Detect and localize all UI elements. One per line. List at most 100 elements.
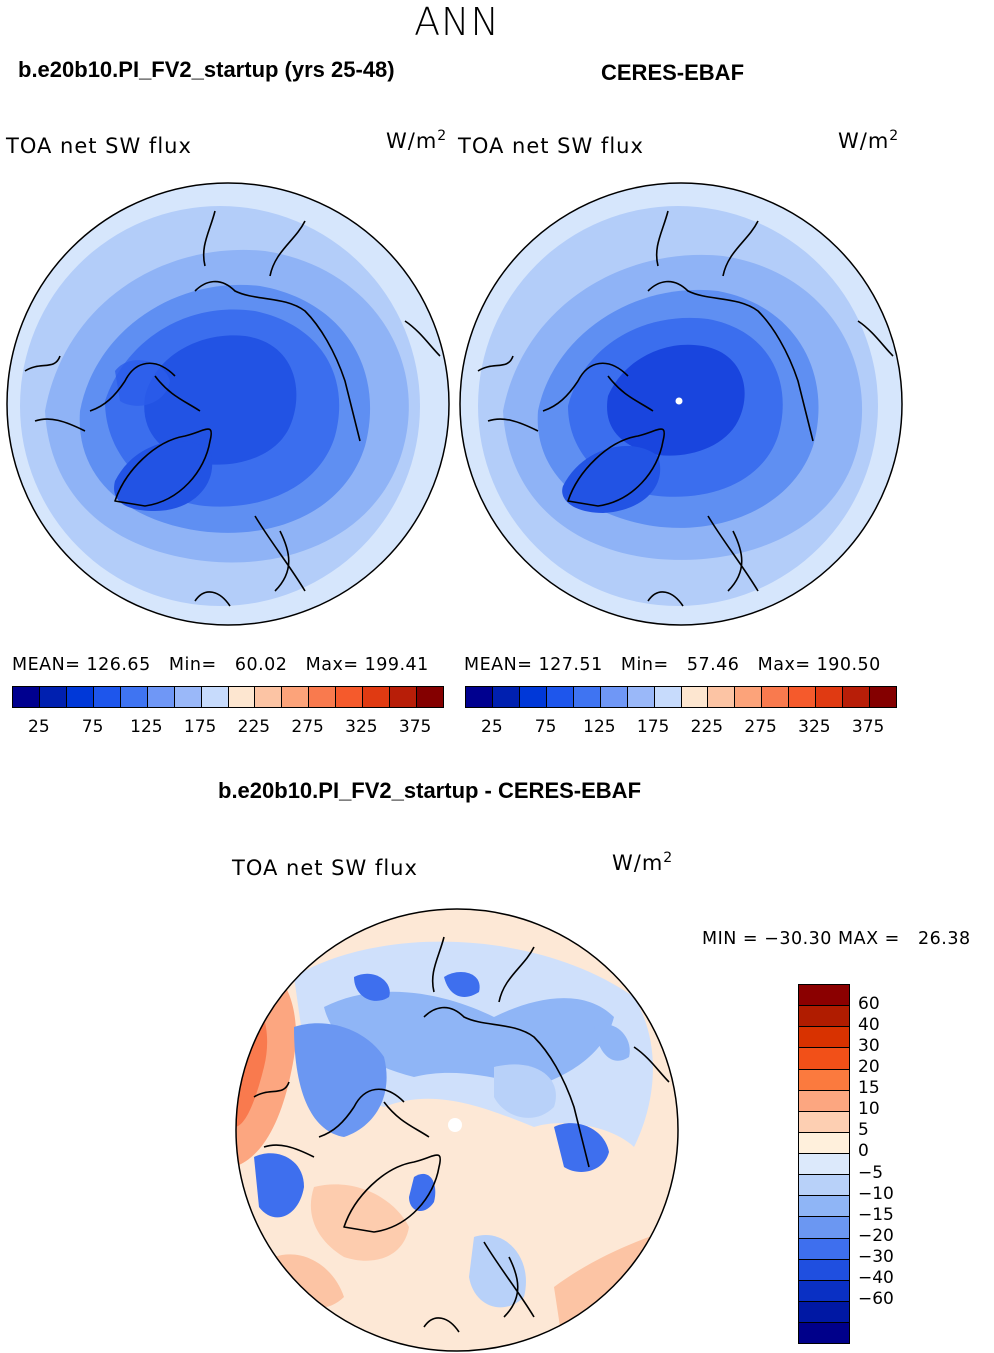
right-colorbar-swatch xyxy=(573,687,601,707)
right-colorbar-swatch xyxy=(762,687,790,707)
left-colorbar-swatch xyxy=(363,687,391,707)
right-colorbar-tick-label: 75 xyxy=(534,717,557,737)
right-colorbar-tick-label: 325 xyxy=(798,717,831,737)
left-colorbar-swatch xyxy=(228,687,256,707)
right-colorbar-tick-label: 225 xyxy=(690,717,724,737)
left-colorbar-swatch xyxy=(390,687,418,707)
diff-colorbar-swatch xyxy=(799,1048,849,1070)
right-colorbar-swatch xyxy=(681,687,709,707)
right-colorbar-swatch xyxy=(870,687,896,707)
left-colorbar-swatch xyxy=(309,687,337,707)
diff-colorbar-swatch xyxy=(799,1132,849,1154)
diff-colorbar-tick-label: −5 xyxy=(858,1162,884,1183)
diff-colorbar-swatch xyxy=(799,1280,849,1302)
diff-min-max: MIN = −30.30 MAX = 26.38 xyxy=(702,929,971,949)
right-colorbar xyxy=(465,686,897,708)
right-colorbar-swatch xyxy=(654,687,682,707)
diff-colorbar-swatch xyxy=(799,1006,849,1028)
diff-colorbar-swatch xyxy=(799,1323,849,1344)
left-colorbar-swatch xyxy=(336,687,364,707)
left-colorbar-tick-label: 375 xyxy=(398,717,432,737)
right-colorbar-tick-label: 375 xyxy=(851,717,885,737)
diff-units-label: W/m2 xyxy=(612,850,674,875)
diff-case-title: b.e20b10.PI_FV2_startup - CERES-EBAF xyxy=(218,778,642,803)
diff-colorbar-swatch xyxy=(799,1196,849,1218)
diff-colorbar-swatch xyxy=(799,1175,849,1197)
left-colorbar-swatch xyxy=(120,687,148,707)
diff-colorbar-tick-label: −10 xyxy=(858,1183,894,1204)
diff-colorbar-swatch xyxy=(799,1154,849,1176)
right-colorbar-swatch xyxy=(816,687,844,707)
diff-colorbar-swatch xyxy=(799,1069,849,1091)
left-colorbar-swatch xyxy=(282,687,310,707)
difference-polar-map xyxy=(235,908,679,1352)
diff-colorbar-swatch xyxy=(799,1259,849,1281)
diff-colorbar-tick-label: 15 xyxy=(858,1078,880,1099)
right-case-title: CERES-EBAF xyxy=(601,60,745,85)
left-colorbar-tick-label: 275 xyxy=(291,717,324,737)
diff-colorbar-tick-label: 5 xyxy=(858,1120,869,1141)
diff-colorbar-tick-label: 60 xyxy=(858,994,880,1015)
left-colorbar-tick-label: 175 xyxy=(183,717,217,737)
diff-colorbar-tick-label: 10 xyxy=(858,1099,880,1120)
right-stats: MEAN= 127.51 Min= 57.46 Max= 190.50 xyxy=(464,655,881,675)
left-units-label: W/m2 xyxy=(386,128,448,153)
diff-colorbar-tick-label: −15 xyxy=(858,1204,894,1225)
left-variable-label: TOA net SW flux xyxy=(6,134,192,158)
left-colorbar-swatch xyxy=(13,687,40,707)
left-colorbar-swatch xyxy=(66,687,94,707)
left-colorbar-swatch xyxy=(201,687,229,707)
diff-colorbar-swatch xyxy=(799,1090,849,1112)
right-colorbar-swatch xyxy=(843,687,871,707)
left-colorbar-tick-label: 325 xyxy=(345,717,378,737)
diff-variable-label: TOA net SW flux xyxy=(232,856,418,880)
left-colorbar-tick-label: 25 xyxy=(28,717,50,737)
right-colorbar-tick-label: 175 xyxy=(636,717,670,737)
left-stats: MEAN= 126.65 Min= 60.02 Max= 199.41 xyxy=(12,655,429,675)
diff-colorbar-swatch xyxy=(799,1238,849,1260)
left-colorbar-tick-label: 225 xyxy=(237,717,271,737)
diff-colorbar-tick-label: 40 xyxy=(858,1015,880,1036)
left-colorbar-tick-label: 125 xyxy=(130,717,163,737)
right-colorbar-swatch xyxy=(600,687,628,707)
right-colorbar-swatch xyxy=(735,687,763,707)
right-units-label: W/m2 xyxy=(838,128,900,153)
right-colorbar-swatch xyxy=(519,687,547,707)
right-colorbar-swatch xyxy=(546,687,574,707)
left-colorbar-swatch xyxy=(93,687,121,707)
diff-colorbar-tick-label: −60 xyxy=(858,1288,894,1309)
left-colorbar-swatch xyxy=(39,687,67,707)
left-colorbar-swatch xyxy=(417,687,443,707)
right-colorbar-swatch xyxy=(708,687,736,707)
right-colorbar-swatch xyxy=(789,687,817,707)
diff-colorbar-tick-label: −40 xyxy=(858,1267,894,1288)
left-colorbar-swatch xyxy=(147,687,175,707)
diff-colorbar-swatch xyxy=(799,1301,849,1323)
diff-colorbar-swatch xyxy=(799,1217,849,1239)
left-colorbar-swatch xyxy=(174,687,202,707)
left-polar-map xyxy=(6,182,450,626)
diff-colorbar-swatch xyxy=(799,985,849,1007)
season-title: ANN xyxy=(414,0,500,44)
right-colorbar-swatch xyxy=(466,687,493,707)
left-colorbar-swatch xyxy=(255,687,283,707)
right-polar-map xyxy=(459,182,903,626)
diff-colorbar-tick-label: 0 xyxy=(858,1141,869,1162)
diff-colorbar-tick-label: −30 xyxy=(858,1246,894,1267)
diff-colorbar xyxy=(798,984,850,1344)
diff-colorbar-ticks: 60 40 30 20 15 10 5 0 −5 −10 −15 −20 −30 −40 −60 xyxy=(858,984,918,1342)
diff-colorbar-swatch xyxy=(799,1027,849,1049)
right-colorbar-swatch xyxy=(627,687,655,707)
left-colorbar-tick-label: 75 xyxy=(81,717,104,737)
right-colorbar-tick-label: 275 xyxy=(744,717,777,737)
diff-colorbar-tick-label: 20 xyxy=(858,1057,880,1078)
diff-colorbar-tick-label: −20 xyxy=(858,1225,894,1246)
right-variable-label: TOA net SW flux xyxy=(458,134,644,158)
diff-colorbar-tick-label: 30 xyxy=(858,1036,880,1057)
diff-colorbar-swatch xyxy=(799,1111,849,1133)
right-colorbar-swatch xyxy=(492,687,520,707)
left-colorbar xyxy=(12,686,444,708)
right-colorbar-tick-label: 125 xyxy=(583,717,616,737)
right-colorbar-tick-label: 25 xyxy=(481,717,503,737)
left-case-title: b.e20b10.PI_FV2_startup (yrs 25-48) xyxy=(18,57,395,82)
